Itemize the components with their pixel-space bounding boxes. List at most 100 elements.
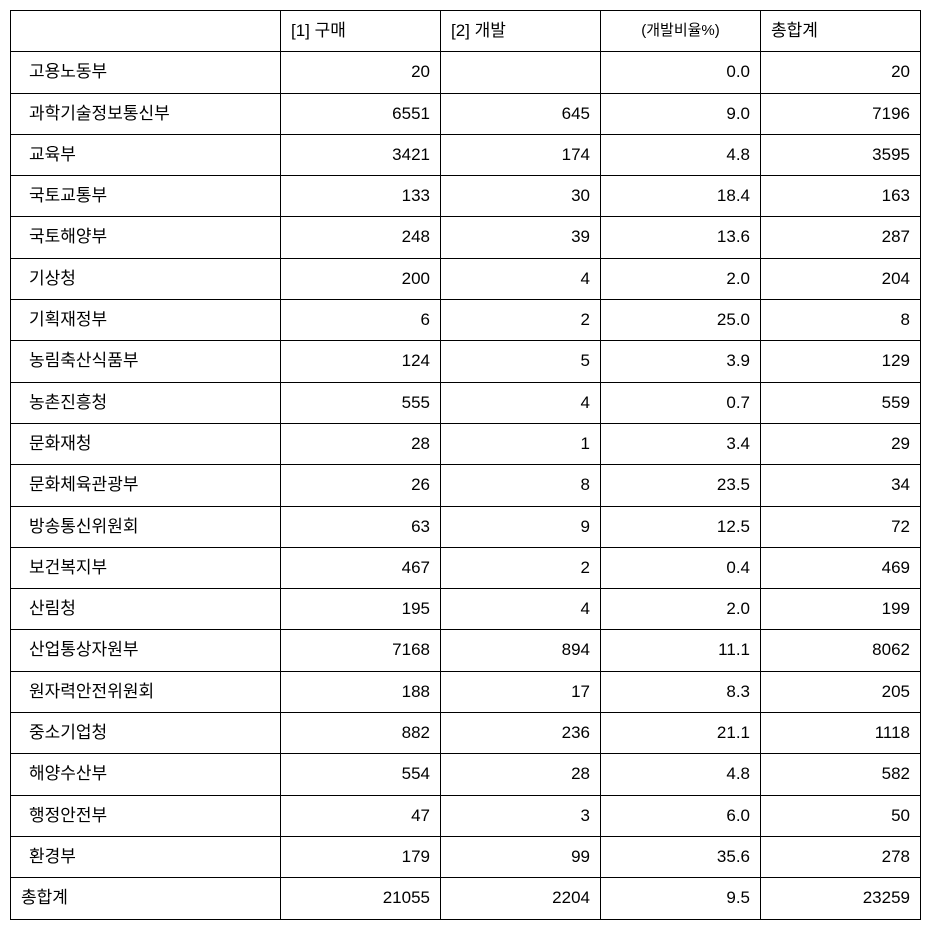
row-ratio: 9.0 (601, 93, 761, 134)
table-row: 국토해양부2483913.6287 (11, 217, 921, 258)
row-development: 2 (441, 300, 601, 341)
row-label: 산업통상자원부 (11, 630, 281, 671)
row-ratio: 35.6 (601, 836, 761, 877)
data-table: [1] 구매 [2] 개발 (개발비율%) 총합계 고용노동부200.020과학… (10, 10, 921, 920)
row-total: 204 (761, 258, 921, 299)
row-ratio: 2.0 (601, 589, 761, 630)
row-purchase: 6551 (281, 93, 441, 134)
row-purchase: 555 (281, 382, 441, 423)
table-total-row: 총합계2105522049.523259 (11, 878, 921, 919)
table-row: 고용노동부200.020 (11, 52, 921, 93)
total-row-label: 총합계 (11, 878, 281, 919)
table-row: 농촌진흥청55540.7559 (11, 382, 921, 423)
row-ratio: 21.1 (601, 713, 761, 754)
col-header-development: [2] 개발 (441, 11, 601, 52)
row-label: 행정안전부 (11, 795, 281, 836)
row-purchase: 195 (281, 589, 441, 630)
table-row: 환경부1799935.6278 (11, 836, 921, 877)
row-ratio: 18.4 (601, 176, 761, 217)
row-label: 국토교통부 (11, 176, 281, 217)
row-label: 문화체육관광부 (11, 465, 281, 506)
row-label: 보건복지부 (11, 547, 281, 588)
row-ratio: 3.9 (601, 341, 761, 382)
row-ratio: 3.4 (601, 423, 761, 464)
row-purchase: 188 (281, 671, 441, 712)
total-row-development: 2204 (441, 878, 601, 919)
table-row: 행정안전부4736.050 (11, 795, 921, 836)
col-header-purchase: [1] 구매 (281, 11, 441, 52)
row-total: 199 (761, 589, 921, 630)
row-total: 582 (761, 754, 921, 795)
row-ratio: 11.1 (601, 630, 761, 671)
row-label: 해양수산부 (11, 754, 281, 795)
table-row: 기상청20042.0204 (11, 258, 921, 299)
row-development (441, 52, 601, 93)
row-development: 4 (441, 589, 601, 630)
row-purchase: 124 (281, 341, 441, 382)
row-ratio: 8.3 (601, 671, 761, 712)
table-row: 해양수산부554284.8582 (11, 754, 921, 795)
row-development: 4 (441, 258, 601, 299)
table-header-row: [1] 구매 [2] 개발 (개발비율%) 총합계 (11, 11, 921, 52)
row-purchase: 3421 (281, 134, 441, 175)
row-development: 236 (441, 713, 601, 754)
row-purchase: 882 (281, 713, 441, 754)
row-development: 3 (441, 795, 601, 836)
row-total: 8062 (761, 630, 921, 671)
total-row-ratio: 9.5 (601, 878, 761, 919)
row-purchase: 179 (281, 836, 441, 877)
row-purchase: 200 (281, 258, 441, 299)
table-row: 방송통신위원회63912.572 (11, 506, 921, 547)
row-purchase: 7168 (281, 630, 441, 671)
row-total: 50 (761, 795, 921, 836)
row-purchase: 554 (281, 754, 441, 795)
table-row: 산업통상자원부716889411.18062 (11, 630, 921, 671)
row-development: 17 (441, 671, 601, 712)
total-row-purchase: 21055 (281, 878, 441, 919)
col-header-total: 총합계 (761, 11, 921, 52)
row-total: 72 (761, 506, 921, 547)
row-development: 1 (441, 423, 601, 464)
col-header-blank (11, 11, 281, 52)
row-total: 129 (761, 341, 921, 382)
row-ratio: 0.4 (601, 547, 761, 588)
row-total: 205 (761, 671, 921, 712)
table-row: 교육부34211744.83595 (11, 134, 921, 175)
row-total: 1118 (761, 713, 921, 754)
row-total: 287 (761, 217, 921, 258)
row-ratio: 25.0 (601, 300, 761, 341)
row-development: 30 (441, 176, 601, 217)
row-ratio: 0.7 (601, 382, 761, 423)
row-ratio: 0.0 (601, 52, 761, 93)
table-row: 산림청19542.0199 (11, 589, 921, 630)
row-total: 163 (761, 176, 921, 217)
row-development: 2 (441, 547, 601, 588)
row-development: 4 (441, 382, 601, 423)
table-row: 원자력안전위원회188178.3205 (11, 671, 921, 712)
row-ratio: 4.8 (601, 754, 761, 795)
table-row: 기획재정부6225.08 (11, 300, 921, 341)
row-development: 39 (441, 217, 601, 258)
row-label: 과학기술정보통신부 (11, 93, 281, 134)
table-row: 농림축산식품부12453.9129 (11, 341, 921, 382)
table-row: 과학기술정보통신부65516459.07196 (11, 93, 921, 134)
table-row: 중소기업청88223621.11118 (11, 713, 921, 754)
row-ratio: 23.5 (601, 465, 761, 506)
row-ratio: 2.0 (601, 258, 761, 299)
row-label: 산림청 (11, 589, 281, 630)
row-label: 교육부 (11, 134, 281, 175)
row-development: 99 (441, 836, 601, 877)
row-purchase: 63 (281, 506, 441, 547)
row-ratio: 12.5 (601, 506, 761, 547)
row-purchase: 133 (281, 176, 441, 217)
row-label: 기상청 (11, 258, 281, 299)
row-label: 농림축산식품부 (11, 341, 281, 382)
row-ratio: 13.6 (601, 217, 761, 258)
row-label: 환경부 (11, 836, 281, 877)
row-development: 8 (441, 465, 601, 506)
row-purchase: 26 (281, 465, 441, 506)
row-development: 28 (441, 754, 601, 795)
table-row: 문화체육관광부26823.534 (11, 465, 921, 506)
row-ratio: 6.0 (601, 795, 761, 836)
row-label: 기획재정부 (11, 300, 281, 341)
